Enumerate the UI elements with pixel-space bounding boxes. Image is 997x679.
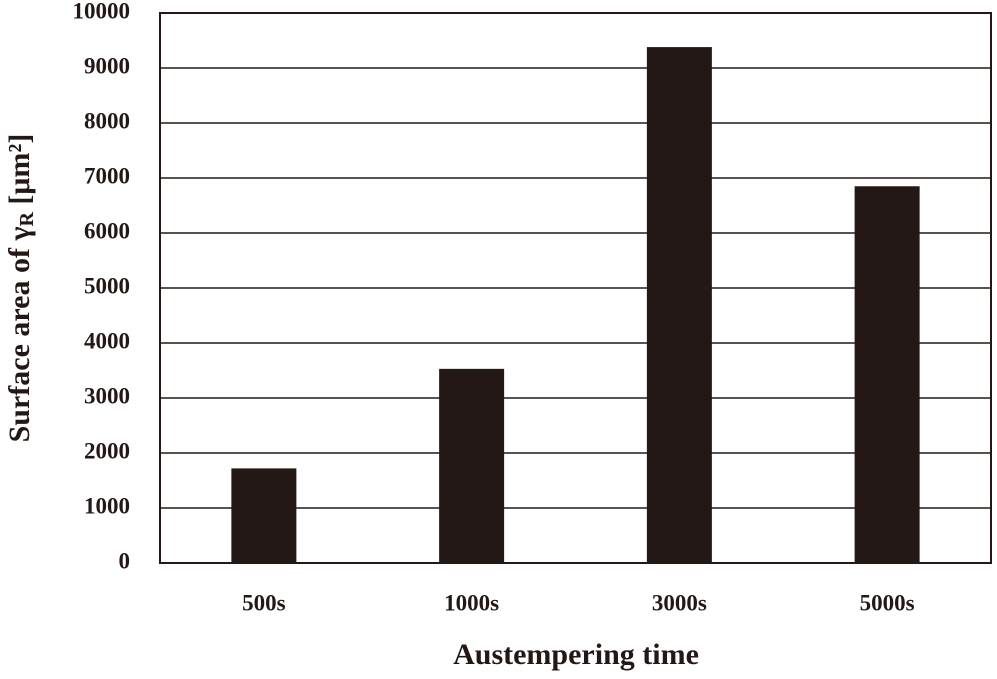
y-axis-title-main: Surface area of γ xyxy=(3,227,36,443)
bar xyxy=(646,47,712,564)
y-tick-label: 0 xyxy=(119,548,131,573)
x-tick-label: 500s xyxy=(242,590,286,615)
bar xyxy=(854,186,920,563)
y-axis-title: Surface area of γR [μm²] xyxy=(3,134,38,443)
y-tick-label: 9000 xyxy=(84,53,130,78)
plot-frame xyxy=(159,12,992,564)
y-tick-label: 3000 xyxy=(84,383,130,408)
y-tick-label: 6000 xyxy=(84,218,130,243)
bar xyxy=(231,468,297,563)
x-tick-label: 3000s xyxy=(652,590,707,615)
y-tick-label: 7000 xyxy=(84,163,130,188)
y-tick-label: 10000 xyxy=(73,0,131,23)
y-tick-label: 8000 xyxy=(84,108,130,133)
y-tick-label: 4000 xyxy=(84,328,130,353)
x-tick-label: 1000s xyxy=(444,590,499,615)
x-tick-label: 5000s xyxy=(860,590,915,615)
bar xyxy=(439,368,505,563)
y-tick-label: 2000 xyxy=(84,438,130,463)
x-axis-title: Austempering time xyxy=(453,638,699,671)
y-tick-label: 5000 xyxy=(84,273,130,298)
y-tick-label: 1000 xyxy=(84,493,130,518)
y-axis-title-unit: [μm²] xyxy=(3,134,36,212)
y-axis-title-sub: R xyxy=(16,212,38,227)
